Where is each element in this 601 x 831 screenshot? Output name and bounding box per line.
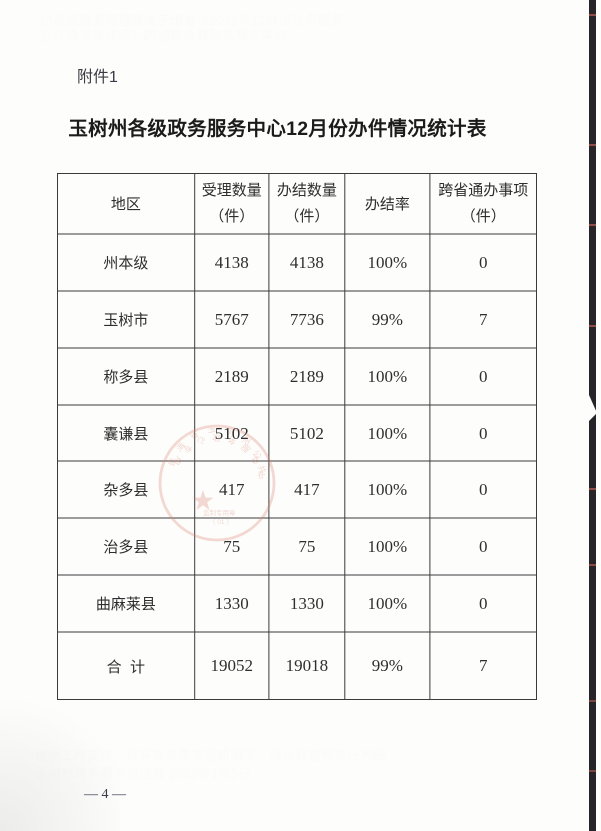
svg-text:州政务服务管理局关于印发《2022年12月份政务服务: 州政务服务管理局关于印发《2022年12月份政务服务 [40, 13, 343, 28]
svg-text:办件情况统计表》的通知各县政务服务中心：: 办件情况统计表》的通知各县政务服务中心： [40, 28, 300, 43]
